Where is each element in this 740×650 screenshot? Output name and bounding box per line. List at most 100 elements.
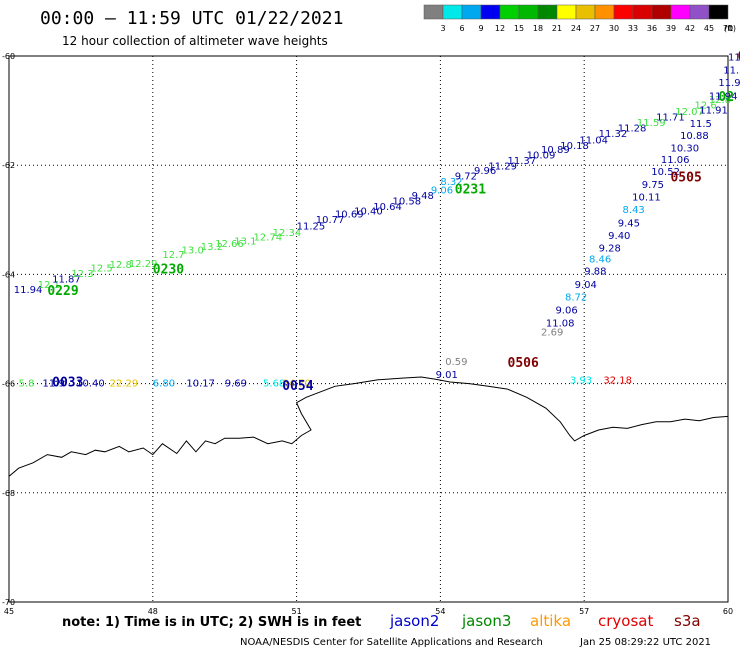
wave-height-value: 11.28	[618, 123, 647, 134]
legend-label: 30	[609, 24, 619, 33]
plot-frame	[8, 55, 729, 603]
legend-swatch	[556, 4, 577, 20]
track-time-label: 050	[738, 49, 740, 64]
wave-height-value: 12.7	[162, 250, 184, 261]
wave-height-value: 10.69	[335, 210, 364, 221]
wave-height-value: 5.8	[19, 378, 35, 389]
satellite-name: jason2	[389, 612, 439, 630]
wave-height-value: 9.01	[436, 370, 458, 381]
wave-height-value: 32.18	[603, 376, 632, 387]
wave-height-value: 10.09	[527, 151, 556, 162]
wave-height-value: 10.17	[186, 378, 215, 389]
wave-height-value: 11.59	[637, 118, 666, 129]
legend-label: (ft)	[724, 24, 736, 33]
legend-label: 33	[628, 24, 638, 33]
wave-height-value: 13.2	[201, 242, 223, 253]
x-tick-label: 54	[435, 607, 445, 616]
legend-swatch	[480, 4, 501, 20]
wave-height-value: 9.48	[412, 191, 434, 202]
y-tick-label: -60	[2, 52, 15, 61]
wave-height-value: 12.6	[694, 100, 716, 111]
satellite-legend: jason2 jason3 altika cryosat s3a	[389, 612, 701, 630]
wave-height-value: 11.25	[297, 222, 326, 233]
track-time-label: 0506	[508, 356, 539, 371]
wave-height-value: 10.58	[392, 197, 421, 208]
legend-swatch	[423, 4, 444, 20]
wave-height-value: 12.07	[675, 107, 704, 118]
legend-swatch	[442, 4, 463, 20]
satellite-name: altika	[530, 612, 571, 630]
wave-height-value: 8.32	[440, 177, 462, 188]
wave-height-value: 12.74	[253, 233, 282, 244]
color-scale-legend: 3 6 9 12 15 18 21 24 27 30 33 36 39 42 45 70(ft)	[423, 4, 736, 33]
wave-height-value: 10.64	[373, 202, 402, 213]
x-tick-label: 57	[579, 607, 589, 616]
coastline-path	[8, 376, 729, 477]
wave-height-value: 10.89	[541, 145, 570, 156]
axis-ticks: 45 48 51 54 57 60 -60 -62 -64 -66 -68 -70	[2, 52, 733, 616]
satellite-name: jason3	[461, 612, 511, 630]
wave-height-value: 11.06	[661, 155, 690, 166]
legend-swatch	[632, 4, 653, 20]
y-tick-label: -62	[2, 161, 15, 170]
wave-height-value: 10.40	[76, 378, 105, 389]
wave-height-value: 11.94	[14, 285, 43, 296]
wave-height-value: 11.31	[723, 65, 740, 76]
legend-swatch	[613, 4, 634, 20]
legend-label: 12	[495, 24, 505, 33]
wave-height-value: 11.87	[728, 52, 740, 63]
wave-height-value: 10.40	[354, 206, 383, 217]
wave-height-value: 9.72	[455, 171, 477, 182]
x-tick-label: 60	[723, 607, 733, 616]
chart-subtitle: 12 hour collection of altimeter wave hei…	[62, 34, 328, 48]
wave-height-value: 8.46	[589, 254, 611, 265]
track-time-label: 0054	[282, 379, 313, 394]
data-points: 11.9412.111.8712.312.512.812.2912.713.01…	[14, 52, 740, 389]
wave-height-value: 11.87	[52, 275, 81, 286]
legend-swatch	[651, 4, 672, 20]
wave-height-value: 0.59	[445, 357, 467, 368]
legend-label: 42	[685, 24, 695, 33]
wave-height-value: 8.43	[623, 205, 645, 216]
legend-swatch	[594, 4, 615, 20]
track-time-label: 0230	[153, 262, 184, 277]
satellite-name: cryosat	[598, 612, 653, 630]
x-tick-label: 51	[292, 607, 302, 616]
wave-height-value: 10.88	[680, 131, 709, 142]
wave-height-value: 24.70	[282, 378, 311, 389]
wave-height-value: 11.94	[709, 92, 738, 103]
legend-label: 15	[514, 24, 524, 33]
legend-label: 18	[533, 24, 543, 33]
y-tick-label: -68	[2, 489, 15, 498]
wave-height-value: 11.32	[599, 129, 628, 140]
legend-swatch	[670, 4, 691, 20]
legend-swatch	[689, 4, 710, 20]
wave-height-value: 9.28	[599, 243, 621, 254]
track-labels: 0229 0230 0231 02 0033 0054 050 0505 0506	[47, 49, 740, 394]
timestamp: Jan 25 08:29:22 UTC 2021	[579, 637, 711, 648]
legend-label: 39	[666, 24, 676, 33]
wave-height-value: 9.96	[474, 166, 496, 177]
wave-height-value: 13.1	[234, 236, 256, 247]
wave-height-value: 12.1	[38, 280, 60, 291]
wave-height-value: 3.93	[570, 376, 592, 387]
legend-swatch	[461, 4, 482, 20]
wave-height-value: 12.5	[90, 264, 112, 275]
legend-label: 24	[571, 24, 581, 33]
wave-height-value: 11.08	[546, 318, 575, 329]
gridlines	[9, 56, 728, 602]
legend-swatch	[518, 4, 539, 20]
wave-height-value: 11.04	[579, 135, 608, 146]
wave-height-value: 9.06	[555, 306, 577, 317]
x-tick-label: 45	[4, 607, 14, 616]
legend-swatch	[537, 4, 558, 20]
wave-height-value: 22.29	[110, 378, 139, 389]
credit-line: NOAA/NESDIS Center for Satellite Applica…	[240, 637, 543, 648]
legend-label: 45	[704, 24, 714, 33]
wave-height-value: 12.66	[215, 239, 244, 250]
wave-height-value: 6.80	[153, 378, 175, 389]
wave-height-value: 10.77	[316, 215, 345, 226]
wave-height-value: 11.9	[43, 378, 65, 389]
wave-height-value: 9.75	[642, 180, 664, 191]
